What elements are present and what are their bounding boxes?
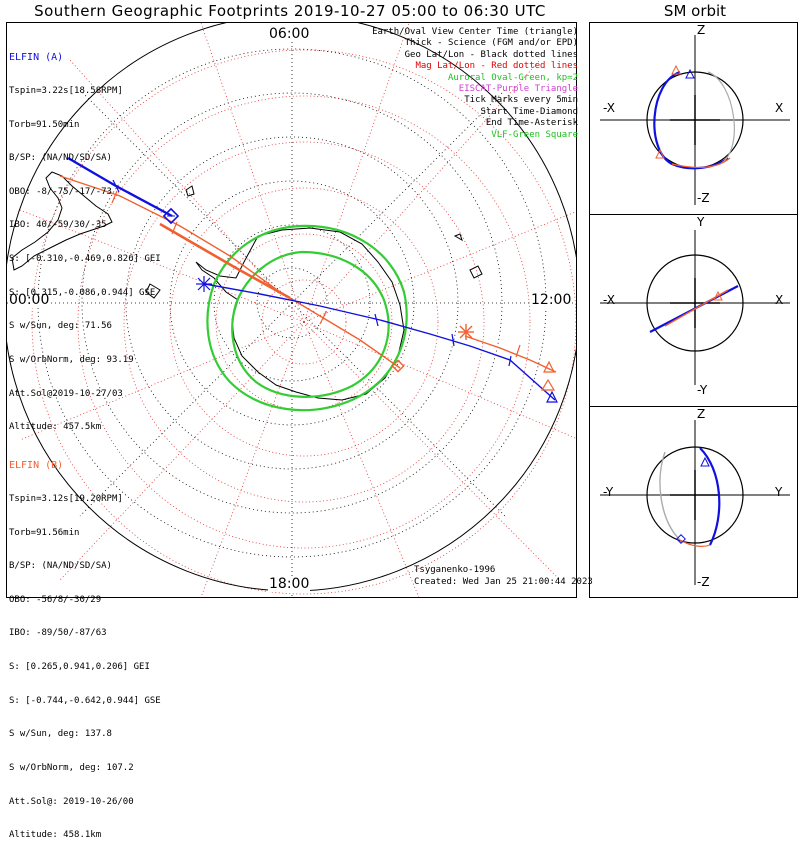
elfin-b-line: Tspin=3.12s[19.20RPM] (9, 494, 123, 505)
orbit-panel-title: SM orbit (663, 2, 727, 20)
legend-item: Earth/Oval View Center Time (triangle) (372, 27, 578, 37)
map-footer: Tsyganenko-1996 Created: Wed Jan 25 21:0… (414, 565, 593, 588)
elfin-b-line: Altitude: 458.1km (9, 830, 102, 841)
auroral-oval-inner (231, 250, 390, 398)
elfin-a-info: ELFIN (A) Tspin=3.22s[18.58RPM] Torb=91.… (9, 30, 161, 445)
elfin-a-line: OBO: -8/-75/-17/-73 (9, 186, 112, 197)
orbit2-right-axis: X (775, 293, 784, 307)
antarctica-coastline (195, 227, 405, 401)
model-label: Tsyganenko-1996 (414, 565, 496, 575)
lt-label-left: 00:00 (8, 292, 51, 308)
map-frame (6, 22, 577, 598)
orbit-panel-xy (600, 230, 790, 385)
orbit2-bottom-axis: -Y (697, 383, 708, 397)
orbit-panel-xz (600, 35, 790, 205)
elfin-a-line: Torb=91.50min (9, 119, 80, 130)
elfin-b-line: Att.Sol@: 2019-10-26/00 (9, 796, 134, 807)
legend-item: EISCAT-Purple Triangle (458, 84, 578, 95)
legend-item: Geo Lat/Lon - Black dotted lines (404, 49, 578, 60)
elfin-a-line: Altitude: 457.5km (9, 422, 102, 433)
orbit2-top-axis: Y (697, 215, 705, 229)
orbit3-bottom-axis: -Z (697, 575, 710, 589)
lt-label-top: 06:00 (268, 26, 311, 42)
legend-item: Start Time-Diamond (480, 106, 578, 117)
orbit3-right-axis: Y (775, 485, 783, 499)
elfin-a-line: Tspin=3.22s[18.58RPM] (9, 86, 123, 97)
legend-item: Auroral Oval-Green, kp=2 (447, 72, 578, 83)
elfin-a-line: S: [0.315,-0.086,0.944] GSE (9, 287, 156, 298)
elfin-b-line: S: [0.265,0.941,0.206] GEI (9, 662, 150, 673)
elfin-b-track (59, 175, 557, 373)
orbit1-top-axis: Z (697, 23, 706, 37)
legend-item: Mag Lat/Lon - Red dotted lines (415, 61, 578, 72)
south-america-coastline (11, 171, 113, 271)
elfin-b-info: ELFIN (B) Tspin=3.12s[19.20RPM] Torb=91.… (9, 438, 161, 853)
orbit-panel-yz (600, 420, 790, 585)
legend-item: Thick - Science (FGM and/or EPD) (404, 38, 578, 49)
orbit1-right-axis: X (775, 101, 784, 115)
orbit3-top-axis: Z (697, 407, 706, 421)
elfin-b-line: S w/OrbNorm, deg: 107.2 (9, 762, 134, 773)
elfin-b-end-asterisk (458, 324, 474, 340)
elfin-a-line: IBO: 40/-59/30/-35 (9, 220, 107, 231)
elfin-a-line: Att.Sol@2019-10-27/03 (9, 388, 123, 399)
elfin-a-line: B/SP: (NA/ND/SD/SA) (9, 153, 112, 164)
orbit2-left-axis: -X (603, 293, 615, 307)
map-legend: Earth/Oval View Center Time (triangle) T… (372, 27, 578, 141)
elfin-b-line: IBO: -89/50/-87/63 (9, 628, 107, 639)
orbit1-left-axis: -X (603, 101, 615, 115)
auroral-oval-outer (206, 224, 408, 412)
elfin-a-line: S w/Sun, deg: 71.56 (9, 321, 112, 332)
lt-label-bottom: 18:00 (268, 576, 311, 592)
elfin-b-name: ELFIN (B) (9, 460, 64, 472)
elfin-a-line: S w/OrbNorm, deg: 93.19 (9, 354, 134, 365)
elfin-b-start-diamond (391, 359, 405, 373)
elfin-b-line: B/SP: (NA/ND/SD/SA) (9, 561, 112, 572)
legend-item: End Time-Asterisk (485, 118, 578, 129)
elfin-b-line: Torb=91.56min (9, 527, 80, 538)
lt-label-right: 12:00 (530, 292, 573, 308)
page-title: Southern Geographic Footprints 2019-10-2… (34, 2, 546, 20)
elfin-a-end-asterisk (196, 276, 212, 292)
legend-item: Tick Marks every 5min (464, 95, 578, 106)
orbit-frame (589, 22, 798, 598)
elfin-b-line: OBO: -56/8/-30/29 (9, 594, 102, 605)
elfin-b-line: S: [-0.744,-0.642,0.944] GSE (9, 695, 161, 706)
legend-item: VLF-Green Square (491, 129, 578, 140)
created-label: Created: Wed Jan 25 21:00:44 2023 (414, 576, 593, 587)
orbit3-left-axis: -Y (603, 485, 614, 499)
elfin-a-start-diamond (162, 207, 180, 225)
elfin-a-line: S: [-0.310,-0.469,0.826] GEI (9, 254, 161, 265)
elfin-a-name: ELFIN (A) (9, 52, 64, 64)
elfin-b-line: S w/Sun, deg: 137.8 (9, 729, 112, 740)
orbit1-bottom-axis: -Z (697, 191, 710, 205)
